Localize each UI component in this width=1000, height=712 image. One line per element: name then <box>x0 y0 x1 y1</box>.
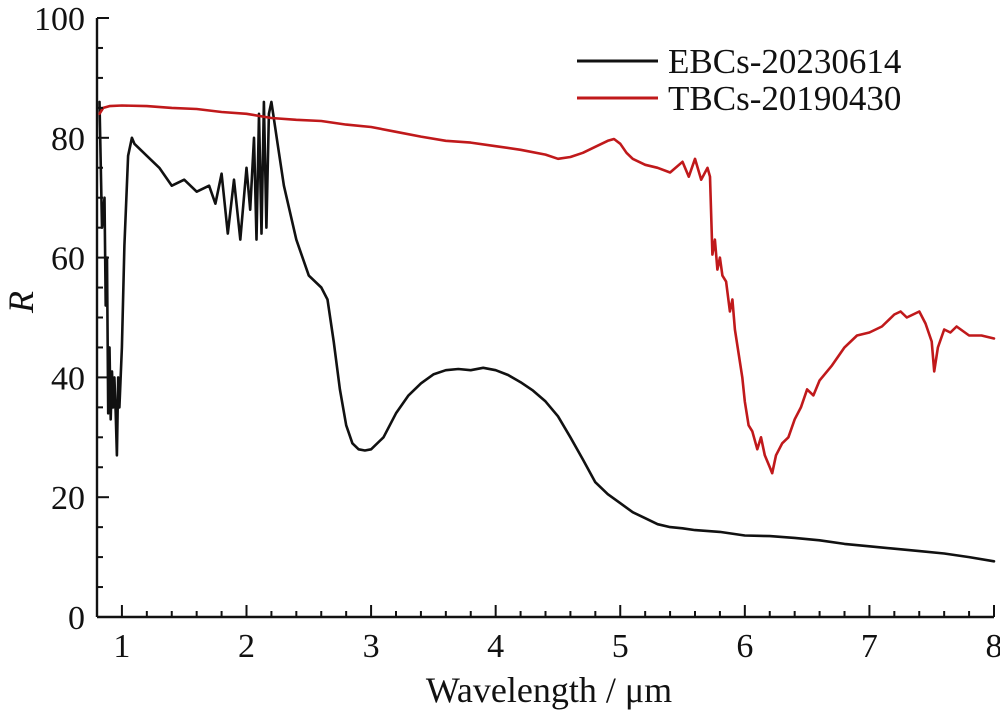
series-line-ebcs-20230614 <box>98 100 996 563</box>
y-tick-label-100: 100 <box>34 1 85 38</box>
y-tick-label-40: 40 <box>51 360 85 397</box>
y-tick-label-60: 60 <box>51 241 85 278</box>
series-line-tbcs-20190430 <box>98 104 996 475</box>
x-tick-label-2: 2 <box>238 628 255 665</box>
y-tick-label-0: 0 <box>68 600 85 637</box>
legend-label-ebcs: EBCs-20230614 <box>668 42 901 81</box>
x-tick-label-8: 8 <box>986 628 1000 665</box>
x-tick-label-1: 1 <box>113 628 130 665</box>
x-tick-label-6: 6 <box>736 628 753 665</box>
ticks <box>97 17 995 618</box>
x-tick-label-4: 4 <box>487 628 504 665</box>
y-tick-label-20: 20 <box>51 480 85 517</box>
plot-lines <box>98 100 996 563</box>
y-tick-label-80: 80 <box>51 121 85 158</box>
x-axis-title: Wavelength / μm <box>426 670 672 710</box>
y-axis-title: R <box>1 291 41 314</box>
x-tick-label-3: 3 <box>363 628 380 665</box>
x-tick-label-7: 7 <box>861 628 878 665</box>
legend: EBCs-20230614 TBCs-20190430 <box>577 42 901 118</box>
legend-label-tbcs: TBCs-20190430 <box>668 79 901 118</box>
x-tick-label-5: 5 <box>612 628 629 665</box>
